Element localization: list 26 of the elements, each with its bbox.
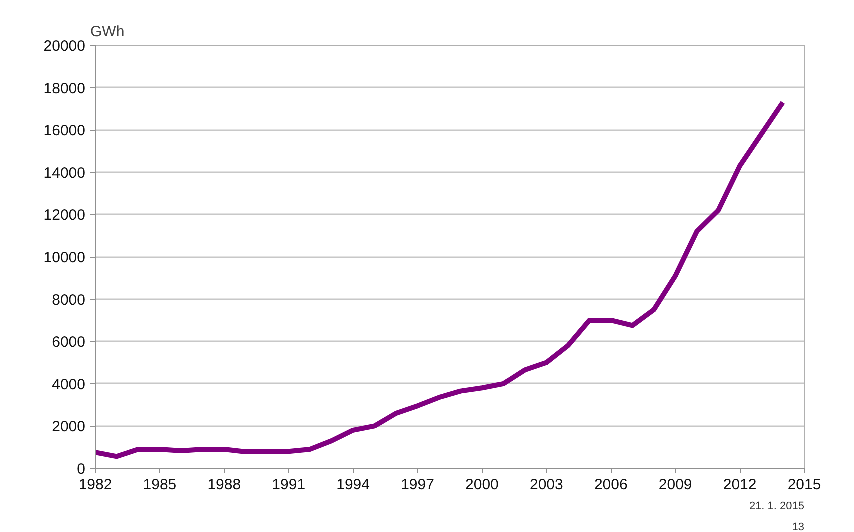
text: 21. 1. 2015 <box>749 500 805 512</box>
x-tick-label: 2012 <box>723 476 757 494</box>
y-tick-label: 6000 <box>52 334 86 352</box>
x-tick-label: 2000 <box>466 476 499 494</box>
x-tick-label: 1982 <box>78 476 112 494</box>
y-tick-label: 10000 <box>44 250 86 266</box>
y-tick-label: 4000 <box>52 376 86 394</box>
y-tick-label: 16000 <box>44 122 86 140</box>
x-tick-label: 2015 <box>788 476 822 494</box>
y-tick-label: 20000 <box>44 38 86 55</box>
x-tick-label: 1994 <box>336 476 370 494</box>
y-tick-label: 14000 <box>44 164 86 182</box>
x-tick-label: 2009 <box>658 476 692 494</box>
x-tick-label: 1988 <box>208 476 242 494</box>
x-tick-label: 2006 <box>594 476 628 494</box>
x-tick-label: 1991 <box>272 476 306 494</box>
y-tick-label: 2000 <box>52 418 86 436</box>
y-tick-label: 8000 <box>52 292 86 309</box>
y-tick-label: 18000 <box>44 80 86 98</box>
y-tick-label: 12000 <box>44 207 86 224</box>
y-axis-title: GWh <box>90 24 125 40</box>
y-tick-label: 0 <box>77 461 86 478</box>
x-tick-label: 1985 <box>143 476 177 494</box>
x-tick-label: 1997 <box>401 476 434 494</box>
text: 13 <box>792 522 805 532</box>
x-tick-label: 2003 <box>530 476 564 494</box>
